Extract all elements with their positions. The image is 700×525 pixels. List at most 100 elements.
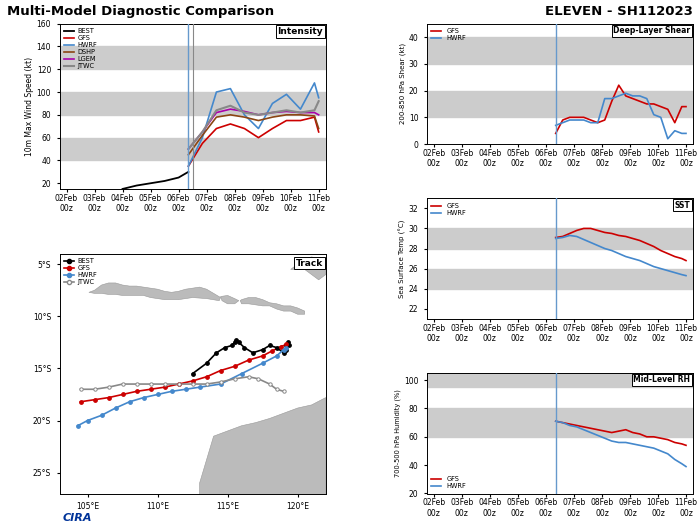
Point (131, 387, 142, 395)
Point (271, 352, 282, 360)
Point (215, 380, 226, 388)
Bar (427, 269, 693, 289)
Y-axis label: 10m Max Wind Speed (kt): 10m Max Wind Speed (kt) (25, 57, 34, 156)
Point (226, 341, 237, 350)
Point (257, 345, 268, 354)
Point (230, 336, 241, 344)
Point (187, 370, 198, 378)
Legend: BEST, GFS, HWRF, JTWC: BEST, GFS, HWRF, JTWC (63, 257, 99, 287)
Point (194, 383, 205, 391)
Bar (427, 373, 693, 387)
Point (89, 385, 100, 393)
Point (281, 343, 292, 352)
Point (278, 387, 289, 395)
Polygon shape (220, 296, 239, 304)
Point (267, 346, 278, 355)
Point (152, 390, 163, 398)
Bar (427, 228, 693, 248)
Bar (427, 90, 693, 117)
Bar (60, 138, 326, 161)
Point (229, 338, 240, 347)
Point (281, 340, 292, 349)
Polygon shape (290, 257, 326, 280)
Point (89, 395, 100, 404)
Point (215, 378, 226, 386)
Point (173, 380, 184, 388)
Legend: GFS, HWRF: GFS, HWRF (430, 27, 468, 43)
Bar (427, 37, 693, 64)
Polygon shape (240, 298, 304, 314)
Y-axis label: Sea Surface Temp (°C): Sea Surface Temp (°C) (399, 219, 406, 298)
Point (117, 390, 128, 398)
Point (239, 343, 250, 352)
Point (229, 375, 240, 383)
Text: Track: Track (296, 259, 323, 268)
Point (103, 383, 114, 391)
Point (138, 393, 149, 402)
Point (257, 352, 268, 360)
Polygon shape (89, 283, 220, 301)
Bar (60, 92, 326, 115)
Legend: BEST, GFS, HWRF, DSHP, LGEM, JTWC: BEST, GFS, HWRF, DSHP, LGEM, JTWC (63, 27, 99, 71)
Polygon shape (199, 397, 326, 499)
Point (233, 338, 244, 347)
Bar (60, 46, 326, 69)
Point (257, 359, 268, 368)
Point (243, 356, 254, 364)
Text: Mid-Level RH: Mid-Level RH (634, 375, 690, 384)
Point (278, 345, 289, 354)
Point (264, 380, 275, 388)
Text: Intensity: Intensity (277, 27, 323, 36)
Point (187, 380, 198, 388)
Point (215, 366, 226, 375)
Text: Multi-Model Diagnostic Comparison: Multi-Model Diagnostic Comparison (7, 5, 274, 18)
Point (75, 397, 86, 406)
Point (281, 345, 292, 354)
Point (264, 341, 275, 350)
Bar (427, 408, 693, 437)
Point (159, 383, 170, 391)
Point (159, 380, 170, 388)
Point (82, 416, 93, 425)
Point (96, 411, 107, 419)
Point (278, 349, 289, 357)
Point (284, 341, 295, 350)
Point (75, 385, 86, 393)
Point (103, 393, 114, 402)
Text: ELEVEN - SH112023: ELEVEN - SH112023 (545, 5, 693, 18)
Point (201, 359, 212, 368)
Point (145, 380, 156, 388)
Text: CIRA: CIRA (62, 513, 92, 523)
Point (282, 338, 293, 347)
Point (187, 377, 198, 385)
Point (72, 422, 83, 430)
Text: SST: SST (675, 201, 690, 209)
Point (236, 370, 247, 378)
Point (219, 343, 230, 352)
Point (117, 380, 128, 388)
Text: Deep-Layer Shear: Deep-Layer Shear (613, 26, 690, 35)
Point (253, 375, 264, 383)
Y-axis label: 200-850 hPa Shear (kt): 200-850 hPa Shear (kt) (400, 43, 406, 124)
Legend: GFS, HWRF: GFS, HWRF (430, 475, 468, 490)
Point (180, 385, 191, 393)
Point (145, 385, 156, 393)
Legend: GFS, HWRF: GFS, HWRF (430, 202, 468, 217)
Point (247, 349, 258, 357)
Point (271, 343, 282, 352)
Point (229, 362, 240, 371)
Point (173, 380, 184, 388)
Y-axis label: 700-500 hPa Humidity (%): 700-500 hPa Humidity (%) (395, 390, 401, 477)
Point (131, 380, 142, 388)
Point (271, 385, 282, 393)
Point (281, 341, 292, 350)
Point (201, 380, 212, 388)
Point (201, 373, 212, 381)
Point (124, 397, 135, 406)
Polygon shape (346, 306, 395, 321)
Point (243, 373, 254, 381)
Point (166, 387, 177, 395)
Point (211, 349, 222, 357)
Point (275, 342, 286, 351)
Point (110, 404, 121, 412)
